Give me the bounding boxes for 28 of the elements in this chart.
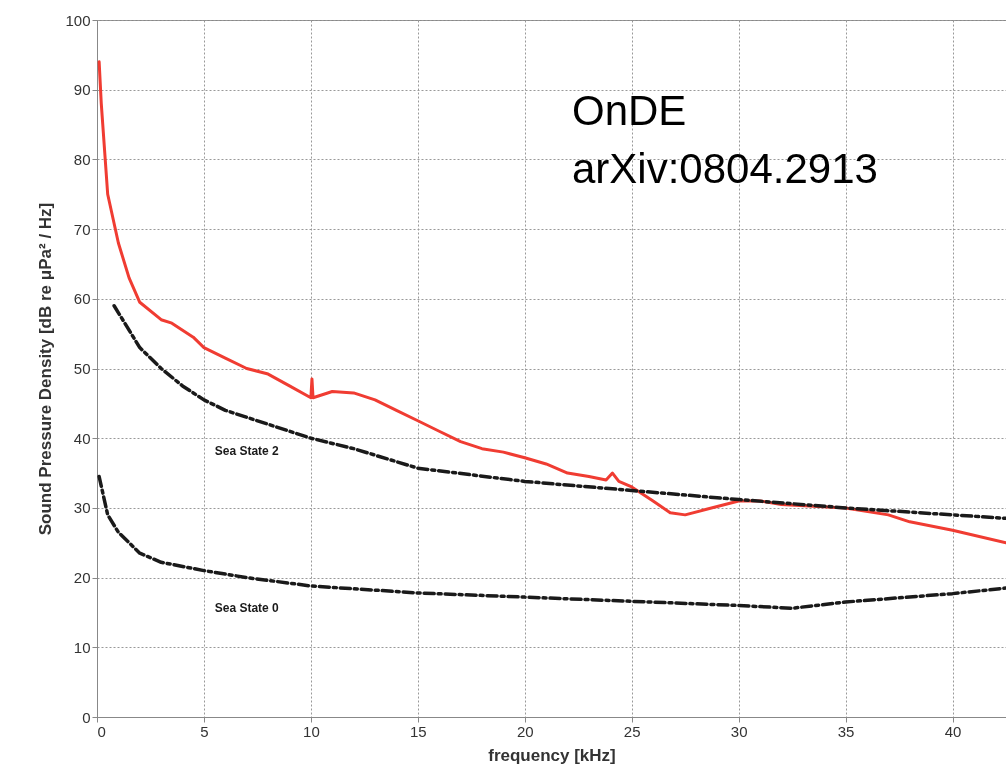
x-tick-label: 40 xyxy=(944,722,962,740)
y-tick-label: 40 xyxy=(73,429,91,447)
y-tick-label: 0 xyxy=(82,708,91,726)
annotation: arXiv:0804.2913 xyxy=(572,145,878,192)
y-tick-label: 10 xyxy=(73,638,91,656)
line-series xyxy=(97,474,1006,611)
y-tick-label: 60 xyxy=(73,290,91,308)
y-tick-label: 90 xyxy=(73,81,91,99)
y-tick-label: 80 xyxy=(73,150,91,168)
x-tick-label: 35 xyxy=(837,722,855,740)
y-tick-label: 20 xyxy=(73,569,91,587)
x-tick-label: 30 xyxy=(730,722,748,740)
x-tick-label: 15 xyxy=(409,722,427,740)
x-tick-label: 20 xyxy=(516,722,534,740)
x-tick-label: 10 xyxy=(303,722,320,740)
y-tick-label: 100 xyxy=(65,11,91,29)
y-tick-label: 30 xyxy=(73,499,91,517)
x-tick-label: 5 xyxy=(200,722,209,740)
y-tick-label: 70 xyxy=(73,220,91,238)
series-label: Sea State 0 xyxy=(214,600,280,615)
annotation: OnDE xyxy=(572,87,687,134)
x-tick-label: 0 xyxy=(97,722,106,740)
y-tick-label: 50 xyxy=(73,360,91,377)
line-series xyxy=(112,304,1006,521)
series-label: Sea State 2 xyxy=(214,444,280,459)
x-axis-title: frequency [kHz] xyxy=(488,745,616,765)
y-axis-title: Sound Pressure Density [dB re μPa² / Hz] xyxy=(36,202,56,536)
x-tick-label: 25 xyxy=(623,722,641,740)
